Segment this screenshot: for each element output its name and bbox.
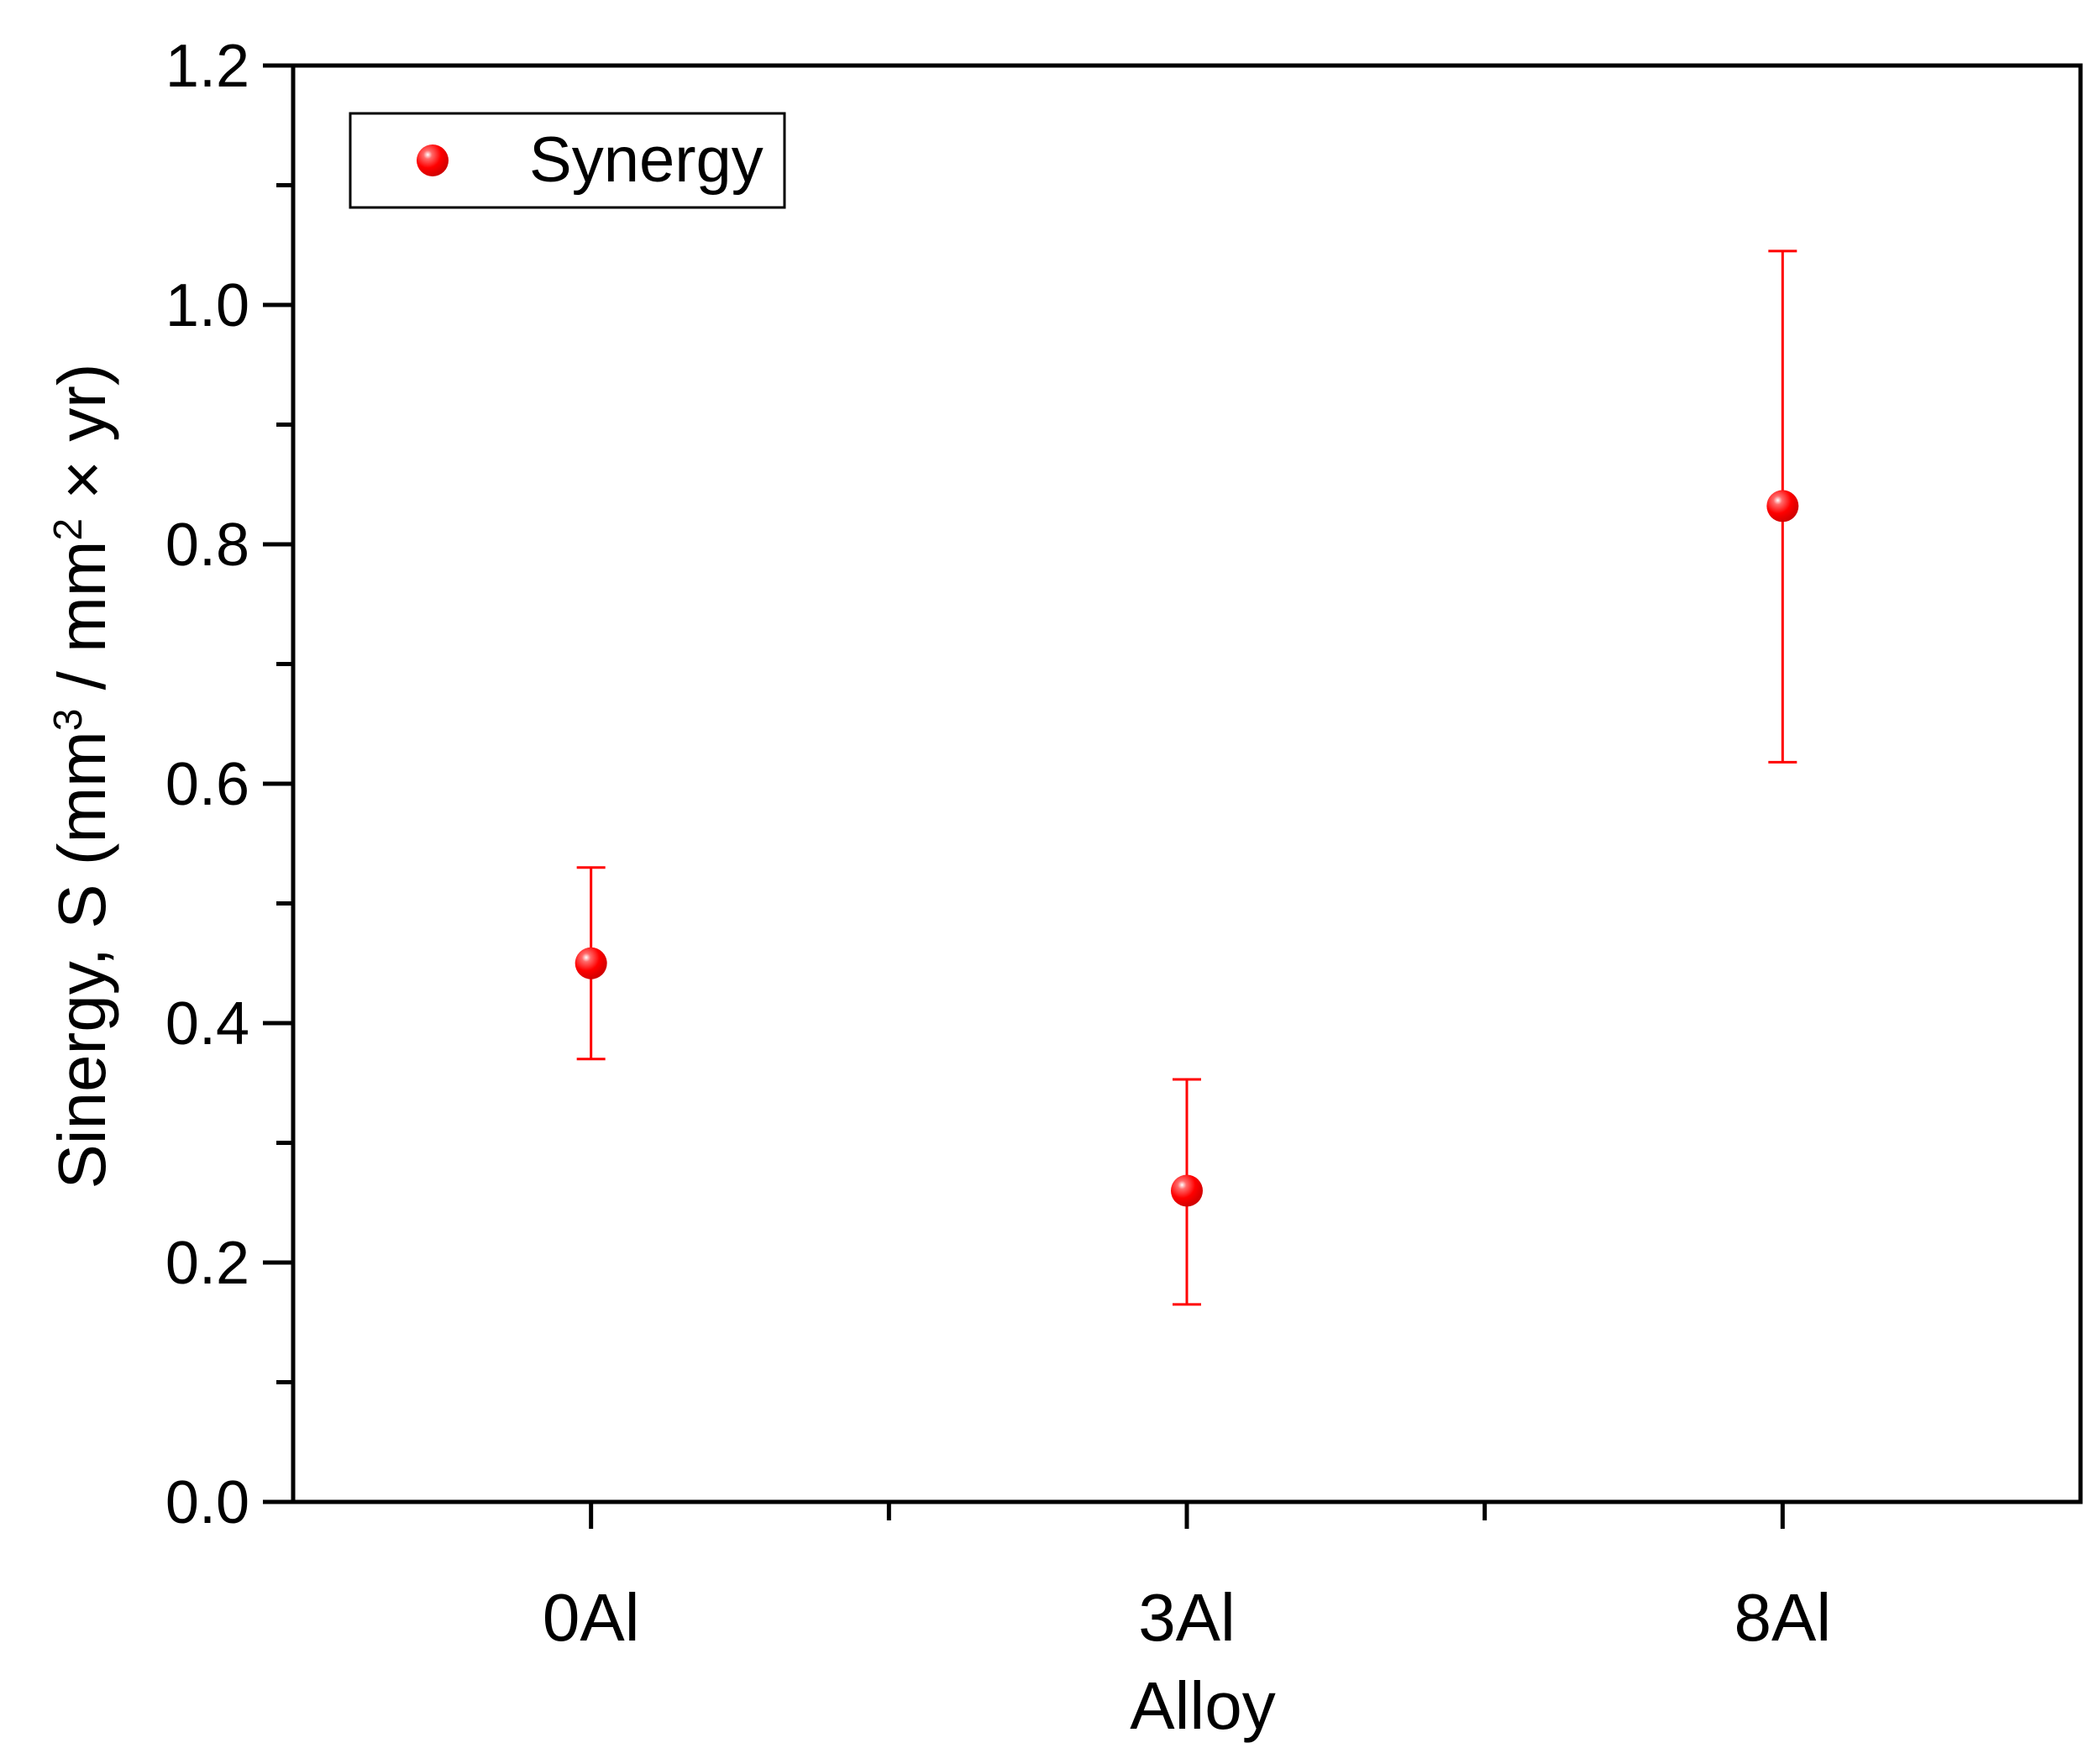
data-point <box>1766 490 1799 522</box>
x-axis-ticks: 0Al 3Al 8Al <box>543 1502 1831 1655</box>
y-tick-label: 0.8 <box>165 512 249 579</box>
y-axis-title-superscript-2: 2 <box>46 518 91 541</box>
y-tick-label: 0.2 <box>165 1230 249 1297</box>
legend-marker <box>417 144 449 176</box>
y-axis-ticks: 0.0 0.2 0.4 0.6 0.8 1.0 1.2 <box>165 33 293 1536</box>
y-axis-title-middle: / mm <box>45 541 119 709</box>
y-axis-title-prefix: Sinergy, S (mm <box>45 731 119 1189</box>
y-tick-label: 0.6 <box>165 751 249 818</box>
legend: Synergy <box>349 112 786 209</box>
y-axis-title-superscript-1: 3 <box>46 709 91 732</box>
y-tick-label: 1.0 <box>165 272 249 339</box>
data-point <box>1171 1174 1203 1207</box>
x-tick-label: 3Al <box>1138 1580 1236 1655</box>
y-tick-label: 0.4 <box>165 990 249 1058</box>
y-axis-title: Sinergy, S (mm3 / mm2 × yr) <box>45 363 119 1189</box>
y-tick-label: 1.2 <box>165 33 249 100</box>
data-point <box>575 947 607 979</box>
x-axis-title: Alloy <box>1130 1668 1275 1743</box>
error-bars <box>576 249 1797 1306</box>
x-tick-label: 8Al <box>1734 1580 1832 1655</box>
x-tick-label: 0Al <box>543 1580 640 1655</box>
y-tick-label: 0.0 <box>165 1469 249 1536</box>
y-axis-title-suffix: × yr) <box>45 363 119 517</box>
data-points <box>575 490 1799 1207</box>
legend-label: Synergy <box>529 124 764 196</box>
